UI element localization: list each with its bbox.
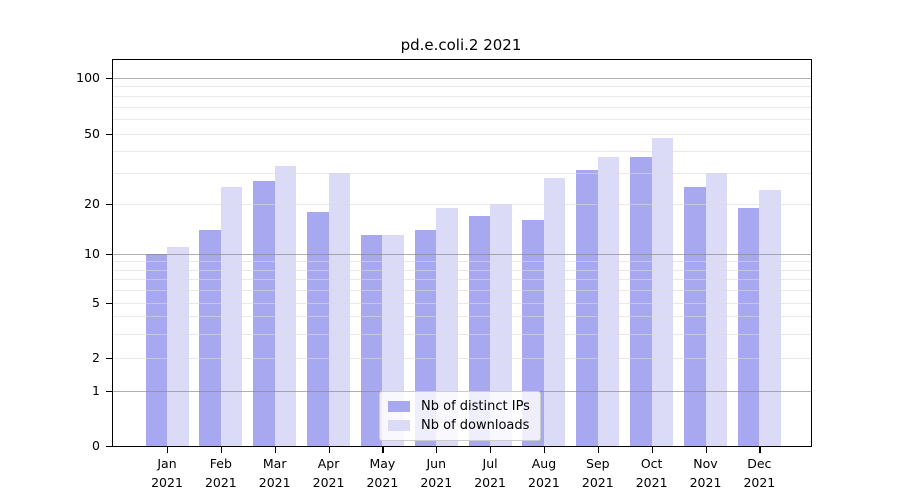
y-gridline-minor: [113, 333, 811, 335]
y-gridline-minor: [113, 316, 811, 318]
y-gridline-minor: [113, 172, 811, 174]
y-tick: [106, 254, 112, 256]
x-tick-label-may: May 2021: [366, 456, 399, 491]
y-tick-label: 5: [92, 295, 100, 310]
y-tick-label: 0: [92, 438, 100, 453]
y-tick-label: 10: [84, 246, 100, 261]
x-tick-label-jun: Jun 2021: [420, 456, 453, 491]
y-gridline-major: [113, 254, 811, 255]
y-gridline-minor: [113, 106, 811, 108]
x-tick-label-aug: Aug 2021: [528, 456, 560, 491]
legend-label-downloads: Nb of downloads: [421, 418, 530, 433]
y-tick-label: 50: [84, 125, 100, 141]
x-tick: [543, 447, 546, 453]
x-tick-label-dec: Dec 2021: [743, 456, 776, 491]
x-tick: [490, 447, 492, 453]
legend-label-distinct-ips: Nb of distinct IPs: [421, 399, 530, 414]
bar-apr-downloads: [328, 172, 351, 446]
y-gridline-minor: [113, 358, 811, 359]
bar-jul-distinct-ips: [468, 215, 491, 446]
bar-aug-distinct-ips: [522, 220, 544, 446]
bar-jan-downloads: [167, 247, 189, 446]
y-gridline-minor: [113, 303, 811, 304]
y-gridline-minor: [113, 261, 811, 263]
x-tick-label-oct: Oct 2021: [635, 456, 668, 491]
y-gridline-minor: [113, 204, 811, 206]
y-tick: [106, 78, 112, 80]
x-tick: [759, 447, 761, 453]
x-tick: [382, 447, 384, 453]
x-tick-label-mar: Mar 2021: [258, 456, 291, 491]
y-gridline-minor: [113, 150, 811, 152]
legend-item-downloads: Nb of downloads: [388, 416, 530, 435]
chart-title: pd.e.coli.2 2021: [400, 36, 522, 54]
y-tick: [106, 391, 112, 393]
y-gridline-major: [113, 78, 811, 79]
bar-aug-downloads: [543, 178, 566, 446]
y-tick-label: 20: [84, 196, 100, 212]
bar-dec-distinct-ips: [737, 207, 760, 446]
bar-mar-distinct-ips: [253, 181, 275, 446]
x-tick: [220, 447, 223, 453]
bar-jan-distinct-ips: [145, 254, 167, 446]
y-gridline-minor: [113, 269, 811, 271]
y-gridline-minor: [113, 86, 811, 88]
bar-jun-downloads: [436, 207, 458, 446]
bar-jul-downloads: [490, 204, 512, 446]
plot-area: 0 1 2 5 10 20 50 100 Jan 2021 Feb 2021 Mar 2021 Apr 202…: [76, 59, 812, 490]
bar-mar-downloads: [274, 165, 297, 446]
bar-sep-distinct-ips: [576, 170, 598, 446]
y-tick: [106, 303, 112, 305]
y-tick: [106, 358, 112, 360]
x-tick: [597, 447, 599, 453]
y-tick: [106, 204, 112, 206]
x-tick: [328, 447, 330, 453]
y-gridline-minor: [113, 95, 811, 97]
bar-oct-downloads: [651, 138, 674, 446]
y-gridline-minor: [113, 290, 811, 292]
x-tick-label-jul: Jul 2021: [474, 456, 506, 491]
bar-dec-downloads: [759, 190, 781, 446]
bar-sep-downloads: [597, 156, 620, 446]
y-tick-label: 2: [92, 350, 100, 365]
x-tick-label-jan: Jan 2021: [151, 456, 183, 491]
y-gridline-minor: [113, 279, 811, 281]
y-tick-label: 1: [92, 383, 100, 398]
x-tick: [167, 447, 169, 453]
legend-item-distinct-ips: Nb of distinct IPs: [388, 397, 530, 416]
x-tick: [274, 447, 276, 453]
x-tick-label-sep: Sep 2021: [581, 456, 614, 491]
bar-apr-distinct-ips: [307, 211, 329, 446]
bar-nov-downloads: [705, 172, 727, 446]
legend: Nb of distinct IPs Nb of downloads: [379, 391, 541, 441]
x-tick-label-nov: Nov 2021: [689, 456, 722, 491]
x-tick: [436, 447, 438, 453]
x-tick-label-apr: Apr 2021: [312, 456, 345, 491]
y-tick-label: 100: [76, 70, 100, 85]
bar-oct-distinct-ips: [630, 156, 652, 446]
y-tick: [106, 446, 112, 448]
y-gridline-minor: [113, 118, 811, 120]
x-tick-label-feb: Feb 2021: [204, 456, 237, 491]
bar-may-distinct-ips: [360, 235, 383, 446]
x-tick: [651, 447, 653, 453]
y-tick: [106, 133, 112, 135]
legend-swatch-distinct-ips: [388, 401, 410, 412]
legend-swatch-downloads: [388, 420, 410, 431]
x-tick: [705, 447, 707, 453]
y-gridline-minor: [113, 133, 811, 135]
